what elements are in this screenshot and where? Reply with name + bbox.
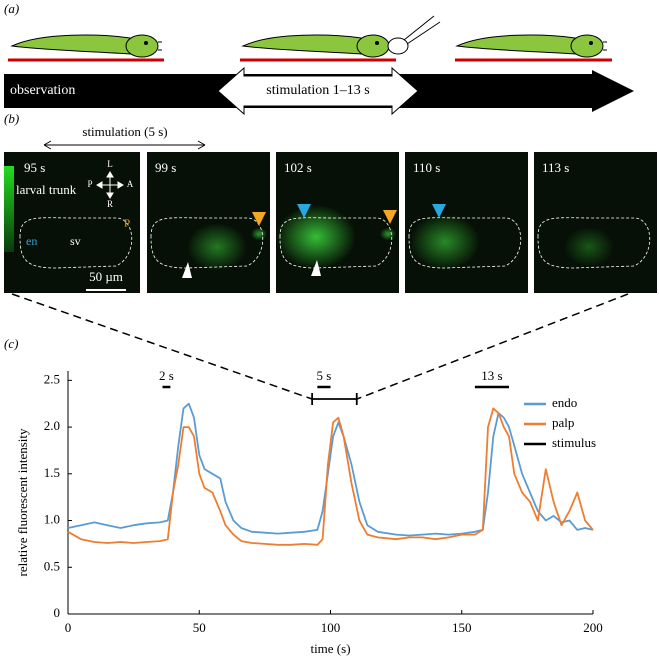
zoom-line [356,293,629,400]
en-label: en [26,234,37,248]
x-tick-label: 0 [65,620,72,635]
compass-label: R [107,199,113,209]
panel-label: (a) [4,1,19,16]
compass [96,171,124,199]
panel-label: (c) [4,336,18,351]
frame-background [534,152,657,293]
stimulus-label: 2 s [159,368,174,383]
arrowhead [252,212,266,226]
image-frame: 113 s [534,152,657,293]
stimulus-label: 5 s [317,368,332,383]
y-axis-label: relative fluorescent intensity [15,428,30,577]
compass-label: A [127,179,134,189]
pipette [387,15,441,55]
y-tick-label: 2.5 [44,371,60,386]
timeline-label: observation [10,83,75,98]
legend-label: stimulus [552,435,596,450]
fluorescence [564,227,614,267]
image-frame: 95 s larval trunk en sv P 50 µm L R P A [4,152,140,293]
larva-outline [279,217,393,269]
x-axis-label: time (s) [310,641,350,656]
image-frame: 110 s [405,152,528,293]
image-frame: 102 s [276,152,399,293]
frame-time: 99 s [155,160,176,175]
fluorescence [187,223,247,271]
fluorescence [251,227,267,241]
frame-background [4,152,140,293]
larva-outline [408,217,522,269]
stimulation-label: stimulation 1–13 s [266,83,369,98]
larva-outline [150,217,264,269]
frame-time: 110 s [413,160,440,175]
compass-label: L [107,159,113,169]
data-line [67,407,594,546]
larva-icon [242,34,394,58]
arrowhead [182,262,192,278]
x-tick-label: 100 [321,620,341,635]
larva-icon [11,34,163,58]
arrowhead [383,210,397,224]
y-tick-label: 0.5 [44,558,60,573]
y-tick-label: 0 [54,605,61,620]
arrowhead [297,204,311,218]
legend-label: palp [552,415,574,430]
scale-label: 50 µm [89,269,123,284]
stimulation-arrow [217,66,419,116]
arrowhead [311,260,321,276]
y-tick-label: 2.0 [44,418,60,433]
image-frame: 99 s [147,152,270,293]
stimulus-label: 13 s [481,368,502,383]
panel-label: (b) [4,111,19,126]
x-tick-label: 50 [193,620,206,635]
larva-icon [456,34,608,58]
stimulation-span-label: stimulation (5 s) [82,124,167,139]
fluorescence [380,227,396,241]
stimulus-bracket [311,393,358,405]
y-tick-label: 1.5 [44,465,60,480]
legend-label: endo [552,395,577,410]
compass-label: P [87,179,92,189]
intensity-bar [4,166,14,252]
fluorescence [410,214,480,270]
fluorescence [276,205,356,269]
zoom-line [11,293,313,400]
frame-time: 113 s [542,160,569,175]
larva-outline [537,217,651,269]
x-tick-label: 200 [583,620,603,635]
x-tick-label: 150 [452,620,472,635]
p-label: P [124,218,130,230]
frame-time: 102 s [284,160,312,175]
frame-time: 95 s [24,160,45,175]
y-tick-label: 1.0 [44,512,60,527]
data-line [67,402,594,537]
trunk-label: larval trunk [16,182,77,197]
stimulation-span [43,140,206,150]
larva-outline [19,217,133,269]
arrowhead [432,204,446,218]
sv-label: sv [70,234,81,248]
